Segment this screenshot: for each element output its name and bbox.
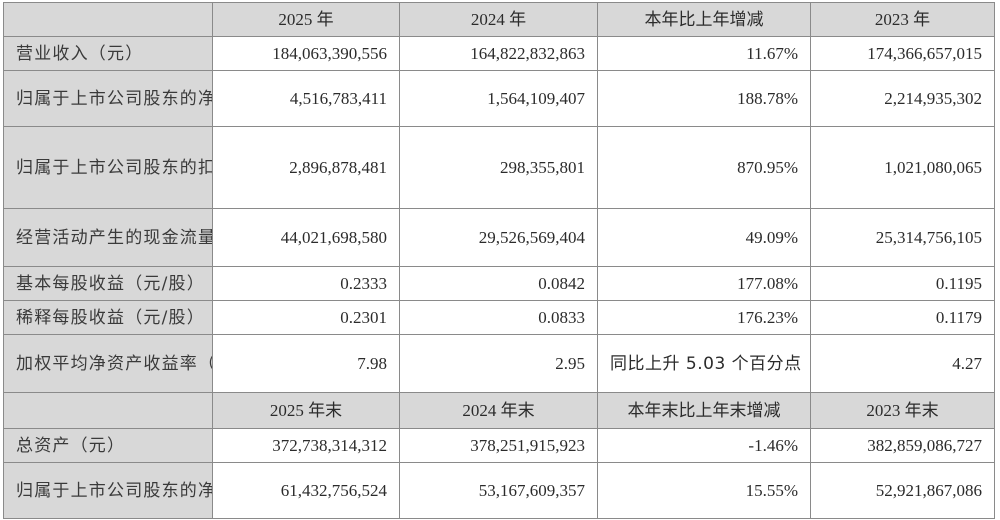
cell-change: 49.09%: [597, 208, 811, 267]
header-yoy-change: 本年比上年增减: [597, 2, 811, 37]
row-label-diluted-eps: 稀释每股收益（元/股）: [3, 300, 213, 335]
table-row: 总资产（元） 372,738,314,312 378,251,915,923 -…: [3, 428, 995, 463]
cell-value-2025: 61,432,756,524: [212, 462, 400, 519]
cell-value-2025: 0.2333: [212, 266, 400, 301]
cell-value-2025: 44,021,698,580: [212, 208, 400, 267]
cell-value-2025: 184,063,390,556: [212, 36, 400, 71]
header-ye-change: 本年末比上年末增减: [597, 392, 811, 429]
table-row: 归属于上市公司股东的扣除非经常性损益的净利润（元） 2,896,878,481 …: [3, 126, 995, 209]
table-row: 经营活动产生的现金流量净额（元） 44,021,698,580 29,526,5…: [3, 208, 995, 267]
cell-value-2025: 0.2301: [212, 300, 400, 335]
header-2025: 2025 年: [212, 2, 400, 37]
cell-value-2023: 0.1179: [810, 300, 995, 335]
cell-value-2023: 382,859,086,727: [810, 428, 995, 463]
cell-value-2023: 4.27: [810, 334, 995, 393]
cell-value-2023: 0.1195: [810, 266, 995, 301]
cell-value-2023: 174,366,657,015: [810, 36, 995, 71]
financial-summary-table: 2025 年 2024 年 本年比上年增减 2023 年 营业收入（元） 184…: [3, 2, 995, 519]
row-label-total-assets: 总资产（元）: [3, 428, 213, 463]
header-corner-cell: [3, 392, 213, 429]
table-row: 归属于上市公司股东的净利润（元） 4,516,783,411 1,564,109…: [3, 70, 995, 127]
cell-value-2024: 53,167,609,357: [399, 462, 598, 519]
cell-change: 176.23%: [597, 300, 811, 335]
row-label-net-profit: 归属于上市公司股东的净利润（元）: [3, 70, 213, 127]
cell-value-2024: 298,355,801: [399, 126, 598, 209]
cell-value-2025: 2,896,878,481: [212, 126, 400, 209]
cell-change: 870.95%: [597, 126, 811, 209]
cell-value-2024: 0.0842: [399, 266, 598, 301]
cell-value-2023: 1,021,080,065: [810, 126, 995, 209]
row-label-weighted-roe: 加权平均净资产收益率（%）: [3, 334, 213, 393]
row-label-net-profit-excl-nonrecurring: 归属于上市公司股东的扣除非经常性损益的净利润（元）: [3, 126, 213, 209]
table-row: 加权平均净资产收益率（%） 7.98 2.95 同比上升 5.03 个百分点 4…: [3, 334, 995, 393]
header-corner-cell: [3, 2, 213, 37]
row-label-operating-cash-flow: 经营活动产生的现金流量净额（元）: [3, 208, 213, 267]
table-row: 稀释每股收益（元/股） 0.2301 0.0833 176.23% 0.1179: [3, 300, 995, 335]
cell-change: 188.78%: [597, 70, 811, 127]
cell-value-2024: 0.0833: [399, 300, 598, 335]
cell-value-2024: 2.95: [399, 334, 598, 393]
cell-value-2025: 372,738,314,312: [212, 428, 400, 463]
cell-change-note: 同比上升 5.03 个百分点: [597, 334, 811, 393]
header-2024-end: 2024 年末: [399, 392, 598, 429]
cell-value-2024: 1,564,109,407: [399, 70, 598, 127]
cell-value-2023: 52,921,867,086: [810, 462, 995, 519]
cell-value-2024: 29,526,569,404: [399, 208, 598, 267]
cell-value-2023: 2,214,935,302: [810, 70, 995, 127]
row-label-net-assets: 归属于上市公司股东的净资产（元）: [3, 462, 213, 519]
header-2024: 2024 年: [399, 2, 598, 37]
row-label-operating-revenue: 营业收入（元）: [3, 36, 213, 71]
header-2023-end: 2023 年末: [810, 392, 995, 429]
header-row-annual: 2025 年 2024 年 本年比上年增减 2023 年: [3, 2, 995, 37]
cell-value-2025: 4,516,783,411: [212, 70, 400, 127]
cell-value-2025: 7.98: [212, 334, 400, 393]
cell-change: -1.46%: [597, 428, 811, 463]
table-row: 归属于上市公司股东的净资产（元） 61,432,756,524 53,167,6…: [3, 462, 995, 519]
header-2025-end: 2025 年末: [212, 392, 400, 429]
cell-value-2024: 164,822,832,863: [399, 36, 598, 71]
header-row-year-end: 2025 年末 2024 年末 本年末比上年末增减 2023 年末: [3, 392, 995, 429]
cell-change: 177.08%: [597, 266, 811, 301]
cell-change: 11.67%: [597, 36, 811, 71]
cell-value-2023: 25,314,756,105: [810, 208, 995, 267]
cell-value-2024: 378,251,915,923: [399, 428, 598, 463]
header-2023: 2023 年: [810, 2, 995, 37]
table-row: 营业收入（元） 184,063,390,556 164,822,832,863 …: [3, 36, 995, 71]
row-label-basic-eps: 基本每股收益（元/股）: [3, 266, 213, 301]
cell-change: 15.55%: [597, 462, 811, 519]
table-row: 基本每股收益（元/股） 0.2333 0.0842 177.08% 0.1195: [3, 266, 995, 301]
